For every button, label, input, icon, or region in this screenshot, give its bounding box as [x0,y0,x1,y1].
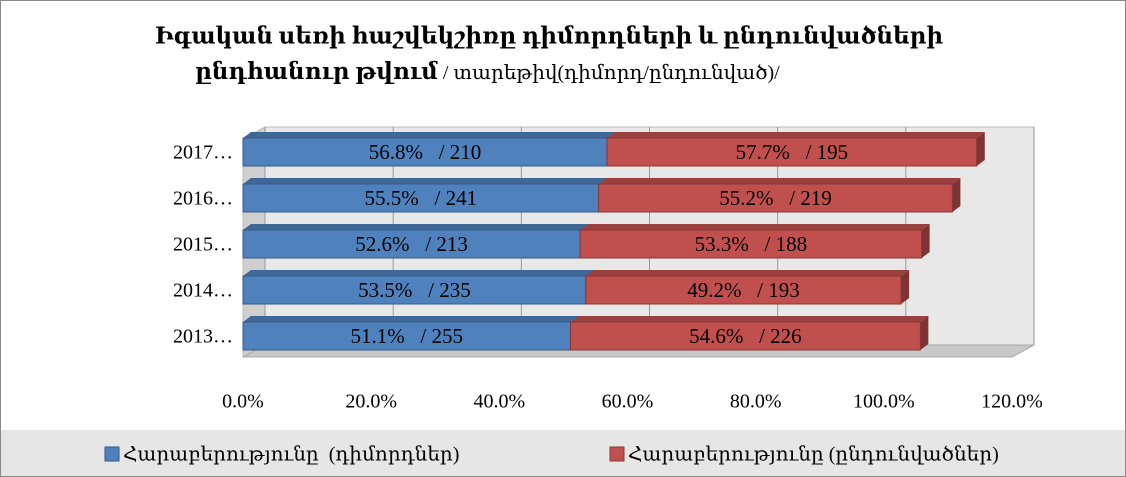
bar [606,137,978,167]
data-label: 51.1% / 255 [350,324,463,348]
bar-top [570,316,929,322]
bar-top [243,270,594,276]
bar-side [952,178,961,212]
bar-top [606,132,985,138]
y-tick-label: 2014… [173,280,233,302]
bar-top [598,178,961,184]
chart-title-rest: / տարեթիվ(դիմորդ/ընդունված)/ [438,62,780,84]
bar-top [243,316,579,322]
legend-swatch [104,446,120,462]
bar [579,229,923,259]
chart-title-bold: ընդհանուր թվում [195,59,438,84]
bar-side [921,224,930,258]
x-tick-label: 120.0% [981,391,1043,413]
bar [598,183,953,213]
y-tick-label: 2013… [173,326,233,348]
data-label: 55.2% / 219 [719,186,832,210]
bar-side [901,270,910,304]
data-label: 55.5% / 241 [365,186,478,210]
bar [242,183,600,213]
x-tick-label: 20.0% [345,391,397,413]
data-label: 53.3% / 188 [695,232,808,256]
legend-band [1,430,1125,476]
data-label: 57.7% / 195 [736,140,849,164]
bar [569,321,921,351]
x-tick-label: 100.0% [853,391,915,413]
bar-top [585,270,910,276]
y-tick-label: 2017… [173,142,233,164]
data-label: 54.6% / 226 [689,324,802,348]
chart-title: Իգական սեռի հաշվեկշիռը դիմորդների և ընդո… [155,23,943,48]
bar [585,275,902,305]
bar-side [920,316,929,350]
x-tick-label: 80.0% [730,391,782,413]
data-label: 53.5% / 235 [358,278,471,302]
bar-top [243,132,615,138]
y-tick-label: 2015… [173,234,233,256]
x-tick-label: 0.0% [222,391,264,413]
chart-title-2: ընդհանուր թվում / տարեթիվ(դիմորդ/ընդունվ… [195,59,780,84]
legend-label: Հարաբերությունը (ընդունվածներ) [628,444,999,466]
bar [242,321,571,351]
data-label: 52.6% / 213 [355,232,468,256]
y-tick-label: 2016… [173,188,233,210]
x-tick-label: 40.0% [473,391,525,413]
bar [242,229,581,259]
legend-label: Հարաբերությունը (դիմորդներ) [123,444,459,466]
x-tick-label: 60.0% [602,391,654,413]
bar-top [580,224,930,230]
bar-top [243,178,607,184]
legend-swatch [609,446,625,462]
bar-side [976,132,985,166]
data-label: 49.2% / 193 [687,278,800,302]
bar-top [243,224,589,230]
data-label: 56.8% / 210 [369,140,482,164]
